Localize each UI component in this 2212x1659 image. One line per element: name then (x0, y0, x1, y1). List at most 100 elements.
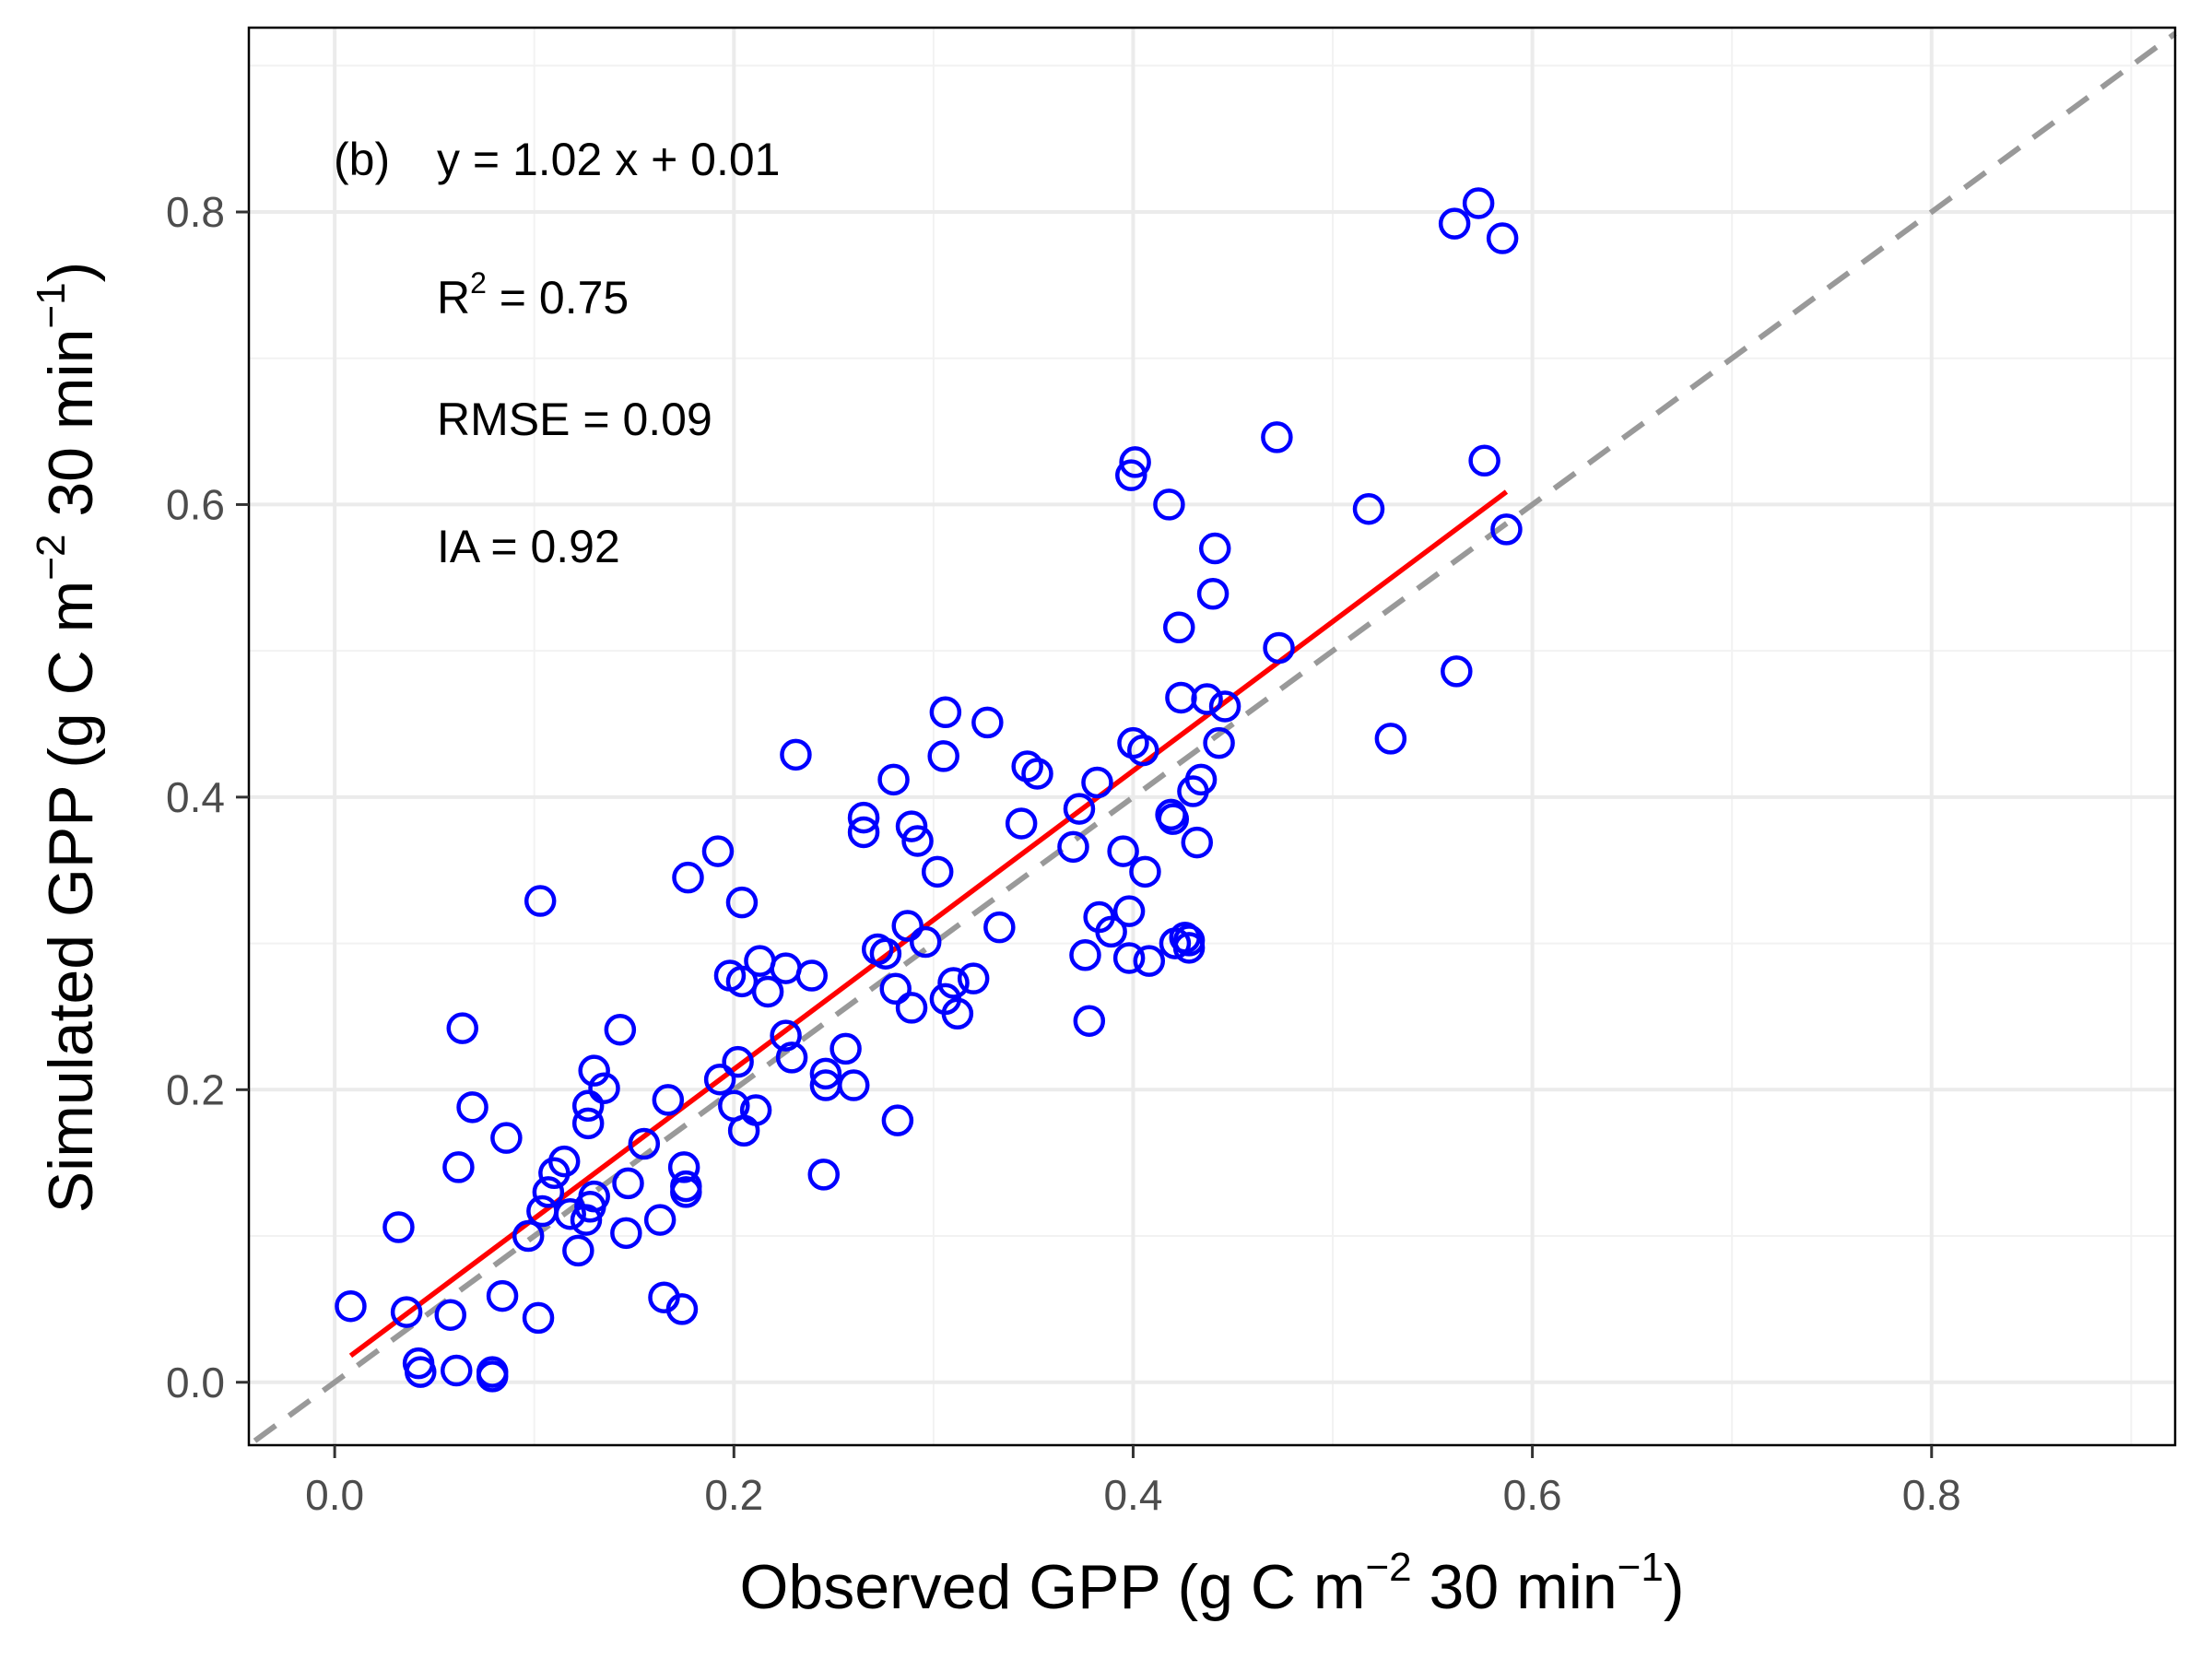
rmse: RMSE = 0.09 (437, 394, 712, 445)
x-tick-label: 0.6 (1503, 1471, 1562, 1519)
data-point (775, 1041, 808, 1074)
panel-border (247, 26, 2177, 1447)
data-point (486, 1279, 519, 1312)
data-point (727, 1114, 760, 1147)
data-point (456, 1091, 488, 1124)
data-point (1198, 532, 1231, 565)
data-point (571, 1089, 605, 1123)
data-point (1181, 826, 1214, 859)
x-tick-label: 0.8 (1902, 1471, 1961, 1519)
data-point (446, 1012, 478, 1044)
data-point (1057, 830, 1089, 864)
data-point (612, 1167, 644, 1200)
data-point (1468, 444, 1500, 477)
x-axis-title-exp2: −1 (1618, 1545, 1664, 1590)
data-point (957, 962, 990, 994)
data-point (877, 763, 910, 796)
data-point (983, 911, 1016, 944)
data-point (434, 1299, 466, 1331)
x-tick-label: 0.0 (305, 1471, 364, 1519)
data-point (670, 1176, 702, 1208)
data-point (1172, 932, 1206, 964)
data-point (390, 1296, 423, 1328)
data-point (725, 886, 759, 919)
y-tick-label: 0.4 (166, 773, 225, 821)
data-point (1191, 683, 1223, 715)
data-point (610, 1217, 642, 1250)
x-axis-title-main: Observed GPP (g C m (740, 1552, 1366, 1622)
data-point (1153, 488, 1185, 521)
data-point (512, 1219, 545, 1253)
data-point (1129, 855, 1161, 888)
y-tick-label: 0.8 (166, 188, 225, 236)
data-point (847, 816, 880, 849)
data-point (830, 1032, 862, 1065)
data-point (554, 1197, 586, 1230)
data-point (1159, 927, 1192, 959)
y-axis-title-group: Simulated GPP (g C m−2 30 min−1) (29, 262, 106, 1214)
data-point (604, 1013, 637, 1046)
data-point (1163, 611, 1195, 644)
data-point (442, 1151, 475, 1183)
y-axis-title-exp1: −2 (29, 535, 74, 581)
data-point (1095, 915, 1127, 948)
x-axis-title: Observed GPP (g C m−2 30 min−1) (740, 1545, 1685, 1622)
y-tick-label: 0.2 (166, 1065, 225, 1113)
data-point (879, 972, 912, 1006)
annotations: (b) y = 1.02 x + 0.01 R2 = 0.75 RMSE = 0… (334, 134, 781, 572)
data-point (1374, 723, 1407, 755)
data-point (1352, 492, 1385, 525)
data-point (1177, 775, 1209, 807)
x-tick-label: 0.2 (704, 1471, 763, 1519)
data-point (1069, 939, 1101, 971)
data-point (476, 1360, 509, 1393)
y-axis-title-end: ) (36, 262, 106, 283)
regression-equation: y = 1.02 x + 0.01 (437, 134, 781, 185)
data-point (901, 825, 934, 857)
data-point (770, 1019, 802, 1052)
data-point (490, 1122, 523, 1154)
data-point (405, 1356, 437, 1388)
data-point (1063, 793, 1096, 825)
data-point (807, 1159, 841, 1191)
data-point (921, 855, 954, 888)
data-point (1073, 1005, 1106, 1037)
data-point (1438, 207, 1471, 240)
data-point (1203, 726, 1235, 759)
data-point (570, 1204, 603, 1236)
data-point (643, 1204, 677, 1236)
panel-label: (b) (334, 134, 390, 185)
x-axis-title-mid: 30 min (1412, 1552, 1618, 1622)
y-axis-title: Simulated GPP (g C m−2 30 min−1) (29, 262, 106, 1214)
data-point (1486, 222, 1519, 254)
data-point (780, 738, 812, 771)
data-point (1112, 895, 1146, 927)
data-point (751, 975, 784, 1008)
data-point (1441, 655, 1473, 688)
data-point (335, 1289, 367, 1323)
data-point (532, 1176, 565, 1208)
data-point (667, 1151, 700, 1183)
data-point (672, 861, 704, 894)
data-point (1263, 631, 1295, 665)
r-squared-prefix: R (437, 272, 470, 324)
x-axis-title-end: ) (1664, 1552, 1685, 1622)
data-point (562, 1234, 594, 1267)
data-point (1112, 942, 1146, 974)
data-point (652, 1084, 685, 1116)
data-point (1462, 187, 1495, 219)
data-point (847, 801, 880, 834)
data-point (665, 1293, 699, 1325)
data-point (1005, 807, 1038, 840)
data-point (1081, 766, 1113, 799)
data-point (382, 1211, 415, 1243)
data-point (440, 1354, 473, 1387)
data-point (538, 1157, 571, 1190)
data-point (929, 696, 962, 729)
r-squared-superscript: 2 (470, 266, 487, 300)
data-point (909, 925, 942, 959)
r-squared: R2 = 0.75 (437, 266, 629, 324)
data-point (895, 992, 928, 1024)
data-point (524, 885, 557, 917)
